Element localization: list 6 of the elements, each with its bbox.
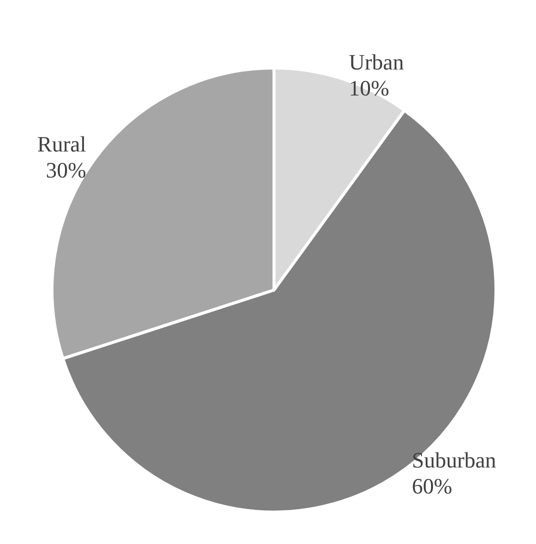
data-label: 10% xyxy=(348,76,390,101)
data-label: 30% xyxy=(46,158,86,183)
data-label: 60% xyxy=(412,473,452,498)
slice-label: Rural xyxy=(37,132,86,157)
slice-label: Urban xyxy=(348,50,404,75)
slice-label: Suburban xyxy=(412,447,496,472)
